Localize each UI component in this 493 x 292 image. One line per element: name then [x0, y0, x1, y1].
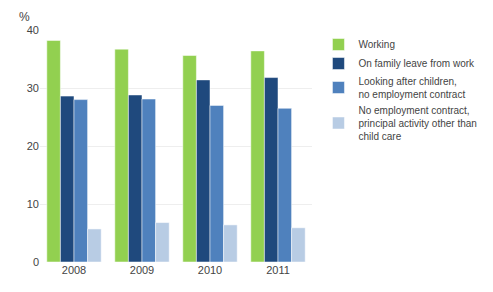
- svg-text:2010: 2010: [198, 264, 222, 276]
- svg-text:0: 0: [33, 256, 39, 268]
- svg-text:Working: Working: [358, 39, 395, 50]
- svg-text:2008: 2008: [62, 264, 86, 276]
- svg-text:10: 10: [27, 198, 39, 210]
- svg-text:2011: 2011: [266, 264, 290, 276]
- svg-text:30: 30: [27, 82, 39, 94]
- svg-text:40: 40: [27, 24, 39, 36]
- svg-text:On family leave from work: On family leave from work: [358, 58, 475, 69]
- svg-text:Looking after children,no empl: Looking after children,no employment con…: [358, 76, 465, 100]
- svg-text:2009: 2009: [130, 264, 154, 276]
- svg-text:%: %: [19, 10, 30, 24]
- svg-text:20: 20: [27, 140, 39, 152]
- svg-text:No employment contract,princip: No employment contract,principal activit…: [358, 105, 476, 142]
